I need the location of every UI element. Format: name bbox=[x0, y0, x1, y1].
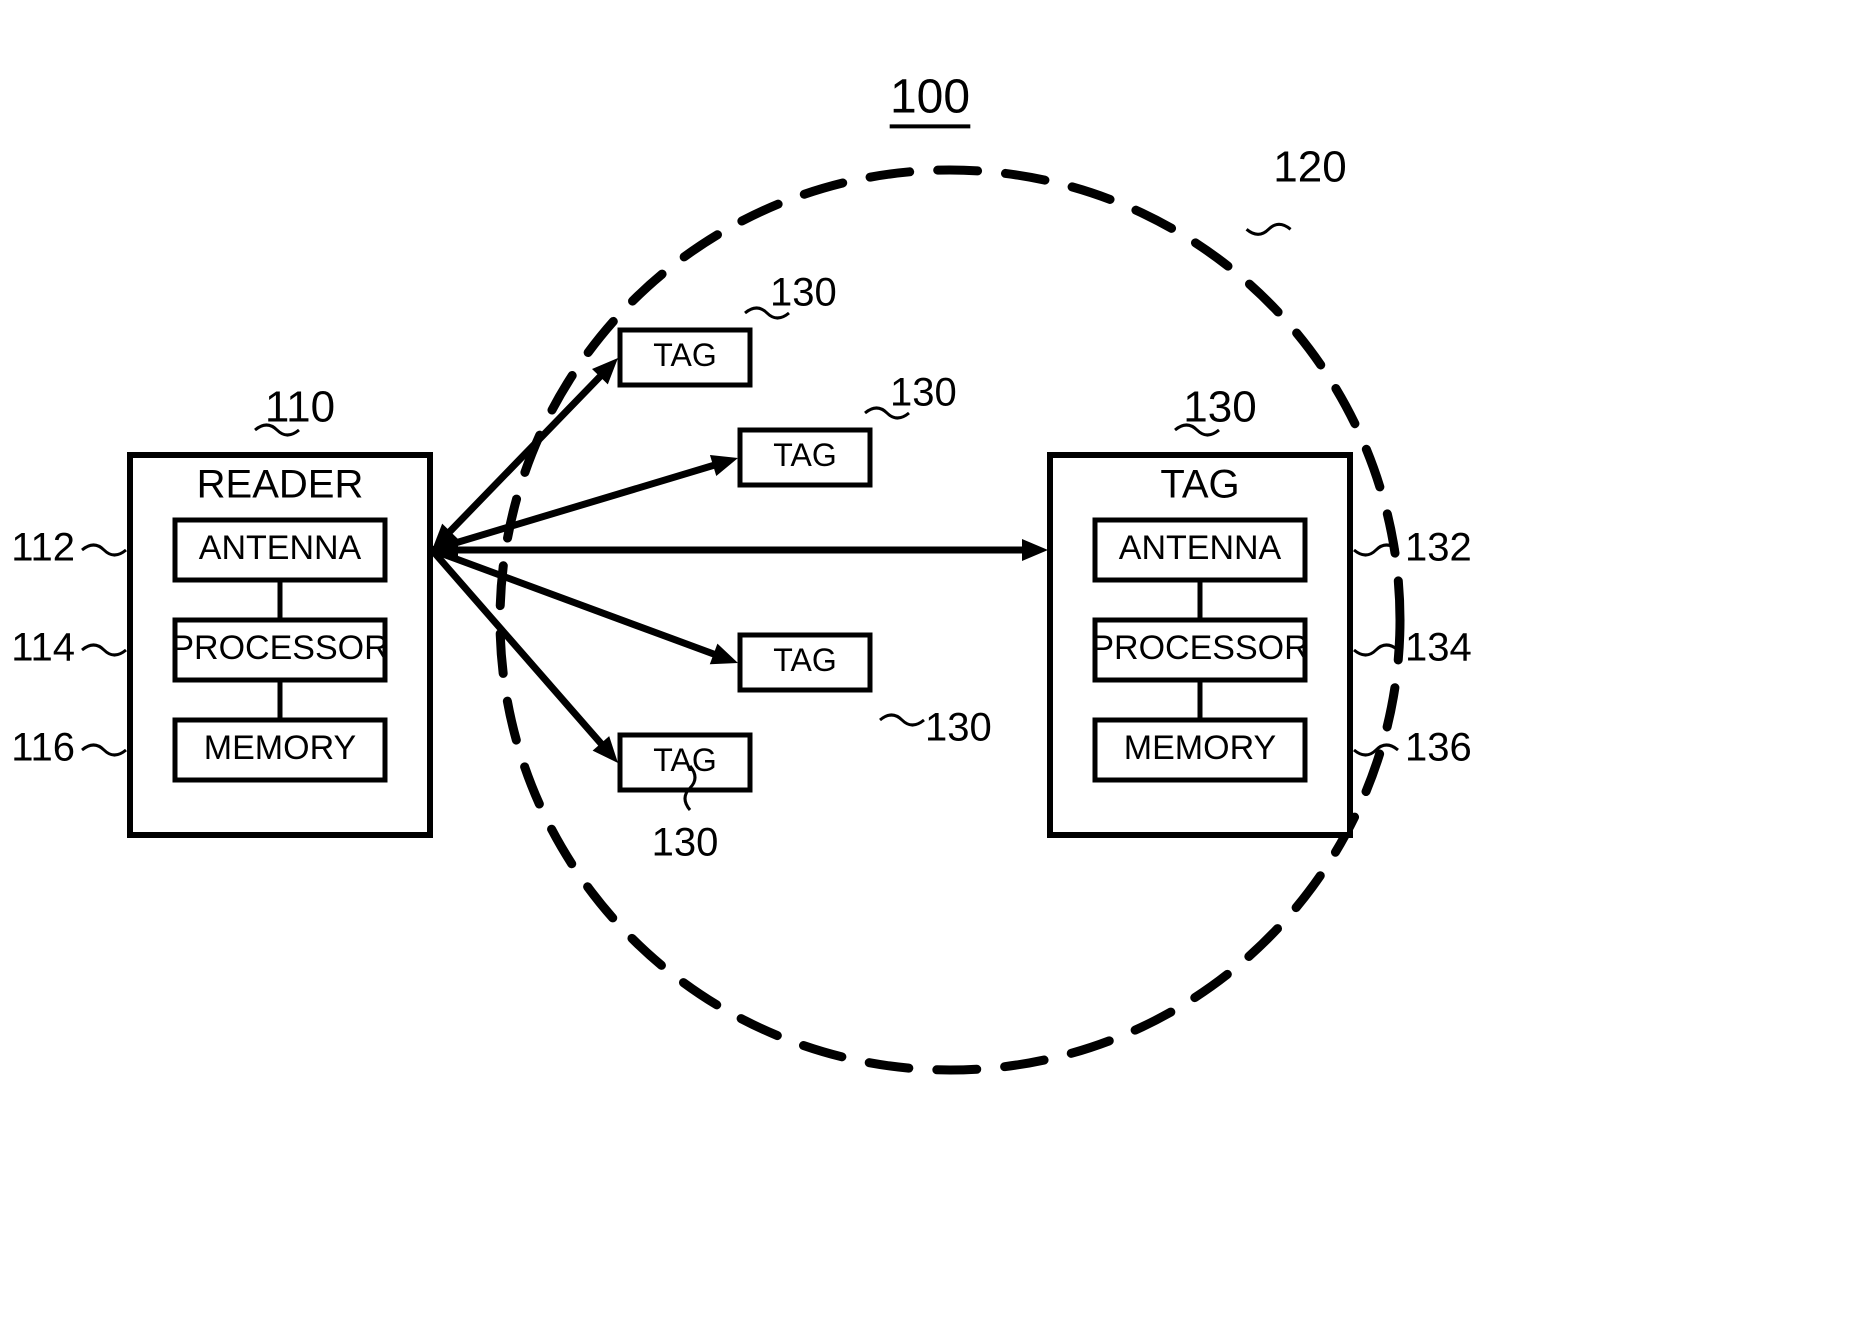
reader-processor-ref: 114 bbox=[11, 626, 75, 670]
ref-leader bbox=[1247, 224, 1291, 234]
reader-title: READER bbox=[197, 463, 364, 507]
tag-detail-processor-ref: 134 bbox=[1405, 626, 1472, 670]
arrow-shaft bbox=[441, 367, 609, 540]
arrow-head bbox=[1022, 539, 1048, 561]
reader-memory-label: MEMORY bbox=[204, 729, 356, 767]
ref-leader bbox=[1354, 645, 1398, 655]
ref-leader bbox=[880, 715, 924, 725]
arrow-head bbox=[710, 644, 738, 665]
reader-antenna-ref: 112 bbox=[11, 526, 75, 570]
reader-processor-label: PROCESSOR bbox=[171, 629, 388, 667]
tag-ref: 130 bbox=[770, 271, 837, 315]
ref-leader bbox=[82, 745, 126, 755]
reader-antenna-label: ANTENNA bbox=[199, 529, 362, 567]
tag-ref: 130 bbox=[925, 706, 992, 750]
arrow-head bbox=[710, 455, 738, 476]
tag-box-label: TAG bbox=[653, 742, 716, 778]
figure-label: 100 bbox=[890, 71, 970, 124]
tag-ref: 130 bbox=[652, 821, 719, 865]
tag-box-label: TAG bbox=[773, 437, 836, 473]
tag-box-label: TAG bbox=[653, 337, 716, 373]
tag-box-label: TAG bbox=[773, 642, 836, 678]
tag-detail-ref: 130 bbox=[1183, 383, 1256, 432]
tag-detail-memory-ref: 136 bbox=[1405, 726, 1472, 770]
tag-detail-title: TAG bbox=[1160, 463, 1239, 507]
reader-ref: 110 bbox=[265, 383, 335, 432]
tag-detail-memory-label: MEMORY bbox=[1124, 729, 1276, 767]
tag-detail-antenna-label: ANTENNA bbox=[1119, 529, 1282, 567]
tag-ref: 130 bbox=[890, 371, 957, 415]
reader-memory-ref: 116 bbox=[11, 726, 75, 770]
ref-leader bbox=[82, 545, 126, 555]
tag-detail-antenna-ref: 132 bbox=[1405, 526, 1472, 570]
tag-detail-processor-label: PROCESSOR bbox=[1091, 629, 1308, 667]
ref-leader bbox=[82, 645, 126, 655]
zone-label: 120 bbox=[1273, 143, 1346, 192]
